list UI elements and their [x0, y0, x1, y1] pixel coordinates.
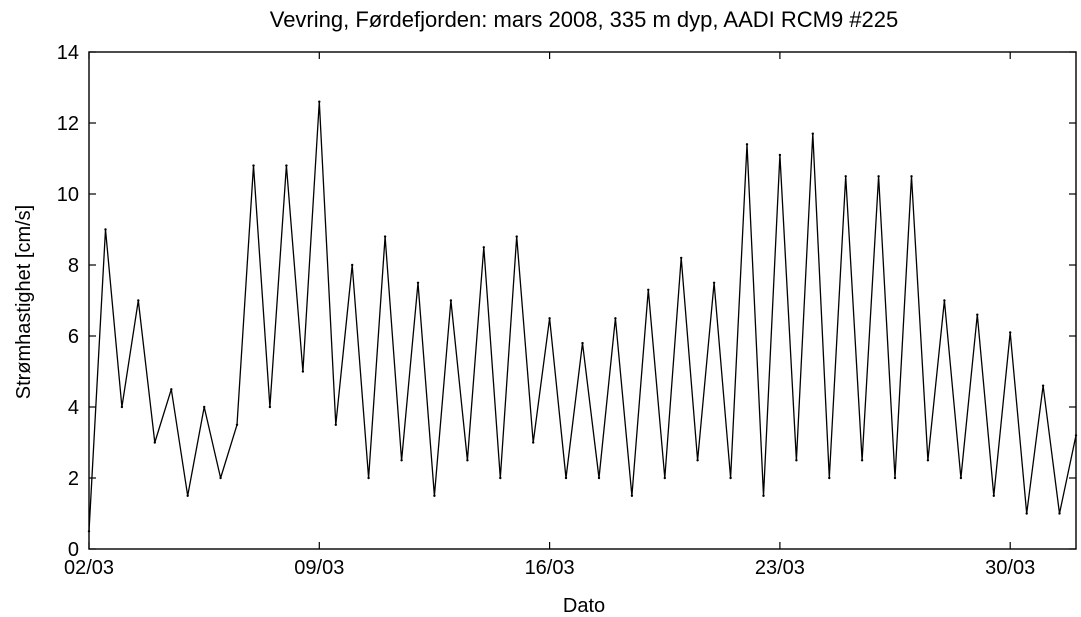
- data-point: [762, 494, 765, 497]
- y-tick-label: 0: [68, 539, 79, 561]
- data-point: [186, 494, 189, 497]
- data-point: [120, 405, 124, 409]
- y-tick-label: 12: [57, 113, 79, 135]
- data-point: [712, 281, 716, 284]
- y-tick-label: 14: [57, 42, 79, 64]
- data-point: [466, 459, 469, 462]
- data-point: [860, 459, 864, 462]
- axes-box: [88, 51, 1077, 550]
- data-point: [745, 143, 749, 146]
- data-point: [1009, 331, 1012, 334]
- x-tick-label: 09/03: [294, 557, 344, 579]
- data-point: [828, 476, 831, 480]
- data-point: [499, 476, 502, 480]
- data-point: [301, 370, 305, 373]
- data-point: [515, 235, 518, 238]
- data-point: [647, 288, 650, 291]
- data-point: [548, 317, 551, 320]
- data-point: [449, 299, 453, 302]
- plot-area: [87, 100, 1078, 533]
- data-point: [696, 459, 699, 462]
- data-point: [367, 476, 370, 480]
- data-point: [614, 317, 617, 320]
- data-point: [663, 476, 666, 480]
- data-point: [1025, 512, 1028, 515]
- chart-title: Vevring, Førdefjorden: mars 2008, 335 m …: [270, 7, 899, 32]
- data-point: [778, 153, 782, 157]
- x-axis-label: Dato: [563, 595, 605, 617]
- y-axis-label: Strømhastighet [cm/s]: [13, 205, 35, 400]
- data-point: [219, 476, 222, 480]
- x-tick-label: 02/03: [64, 557, 114, 579]
- data-point: [1058, 512, 1061, 515]
- data-point: [137, 299, 140, 302]
- data-point: [203, 405, 206, 409]
- y-tick-label: 2: [68, 468, 79, 490]
- data-point: [844, 175, 847, 178]
- data-point: [400, 459, 403, 462]
- data-point: [729, 476, 732, 480]
- data-point: [351, 263, 354, 267]
- series-line: [88, 101, 1077, 532]
- data-point: [910, 175, 913, 178]
- y-tick-label: 6: [68, 326, 79, 348]
- y-tick-label: 4: [68, 397, 79, 419]
- data-point: [235, 423, 239, 426]
- data-point: [433, 494, 436, 497]
- data-point: [383, 235, 387, 238]
- data-point: [597, 476, 601, 480]
- x-tick-label: 16/03: [525, 557, 575, 579]
- data-point: [943, 299, 946, 302]
- data-point: [795, 459, 798, 462]
- data-point: [104, 228, 107, 231]
- data-point: [318, 100, 321, 103]
- x-tick-label: 30/03: [985, 557, 1035, 579]
- y-axis: 0 2 4 6 8 10 12 14: [57, 42, 1076, 561]
- y-tick-label: 10: [57, 184, 79, 206]
- data-point: [893, 476, 897, 480]
- data-point: [268, 405, 272, 409]
- data-point: [959, 476, 963, 480]
- data-point: [992, 494, 995, 497]
- y-tick-label: 8: [68, 255, 79, 277]
- data-point: [877, 175, 880, 178]
- data-point: [482, 246, 485, 249]
- data-point: [285, 164, 288, 167]
- data-point: [252, 164, 255, 167]
- data-point: [926, 459, 930, 462]
- data-point: [976, 313, 979, 316]
- data-point: [630, 494, 634, 497]
- data-point: [811, 132, 814, 135]
- data-point: [153, 441, 156, 444]
- data-point: [532, 441, 535, 444]
- data-point: [581, 341, 584, 345]
- data-point: [416, 281, 420, 284]
- x-tick-label: 23/03: [755, 557, 805, 579]
- data-point: [564, 476, 568, 480]
- x-axis: 02/03 09/03 16/03 23/03 30/03: [64, 52, 1035, 579]
- data-point: [1041, 384, 1045, 387]
- data-point: [680, 256, 683, 260]
- data-point: [170, 388, 173, 391]
- data-point: [334, 423, 337, 426]
